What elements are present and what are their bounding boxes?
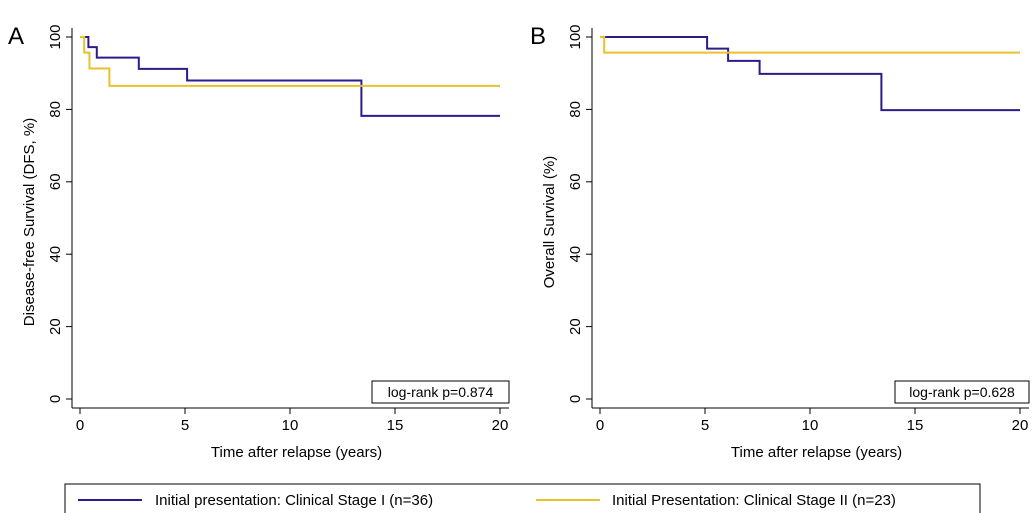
legend-label: Initial Presentation: Clinical Stage II … [612,492,896,509]
legend-box [64,483,981,513]
logrank-text: log-rank p=0.874 [388,384,494,400]
x-tick-label: 5 [181,417,189,434]
y-tick-label: 20 [47,318,64,335]
x-tick-label: 10 [802,417,819,434]
y-tick-label: 40 [567,246,584,263]
legend: Initial presentation: Clinical Stage I (… [64,483,981,513]
panel-b: B 0 20 40 60 80 100 0 5 10 15 20 Time after relapse … [530,23,1030,461]
y-tick-label: 80 [47,101,64,118]
x-tick-label: 20 [1012,417,1029,434]
x-tick-label: 15 [907,417,924,434]
logrank-text: log-rank p=0.628 [909,384,1015,400]
x-tick-label: 5 [701,417,709,434]
y-axis-title: Disease-free Survival (DFS, %) [21,118,38,326]
y-tick-label: 100 [47,24,64,49]
survival-curve-stage-1 [80,36,500,117]
x-tick-label: 10 [282,417,299,434]
x-axis-title: Time after relapse (years) [211,444,382,461]
x-tick-label: 0 [76,417,84,434]
y-tick-label: 0 [47,395,64,403]
logrank-box [371,380,510,404]
x-tick-label: 0 [596,417,604,434]
x-tick-label: 15 [387,417,404,434]
y-axis-title: Overall Survival (%) [541,156,558,289]
panel-label: B [530,23,546,50]
logrank-box [894,380,1030,404]
survival-curve-stage-2 [600,36,1020,54]
legend-label: Initial presentation: Clinical Stage I (… [155,492,433,509]
y-tick-label: 40 [47,246,64,263]
x-axis-title: Time after relapse (years) [731,444,902,461]
x-tick-label: 20 [492,417,509,434]
y-tick-label: 100 [567,24,584,49]
panel-label: A [8,23,24,50]
y-tick-label: 20 [567,318,584,335]
survival-curve-stage-1 [600,36,1020,112]
y-tick-label: 60 [47,173,64,190]
y-tick-label: 0 [567,395,584,403]
panel-a: A 0 20 40 60 80 100 0 5 10 15 20 Time after relapse … [8,23,510,461]
y-tick-label: 80 [567,101,584,118]
y-tick-label: 60 [567,173,584,190]
survival-curve-stage-2 [80,36,500,87]
